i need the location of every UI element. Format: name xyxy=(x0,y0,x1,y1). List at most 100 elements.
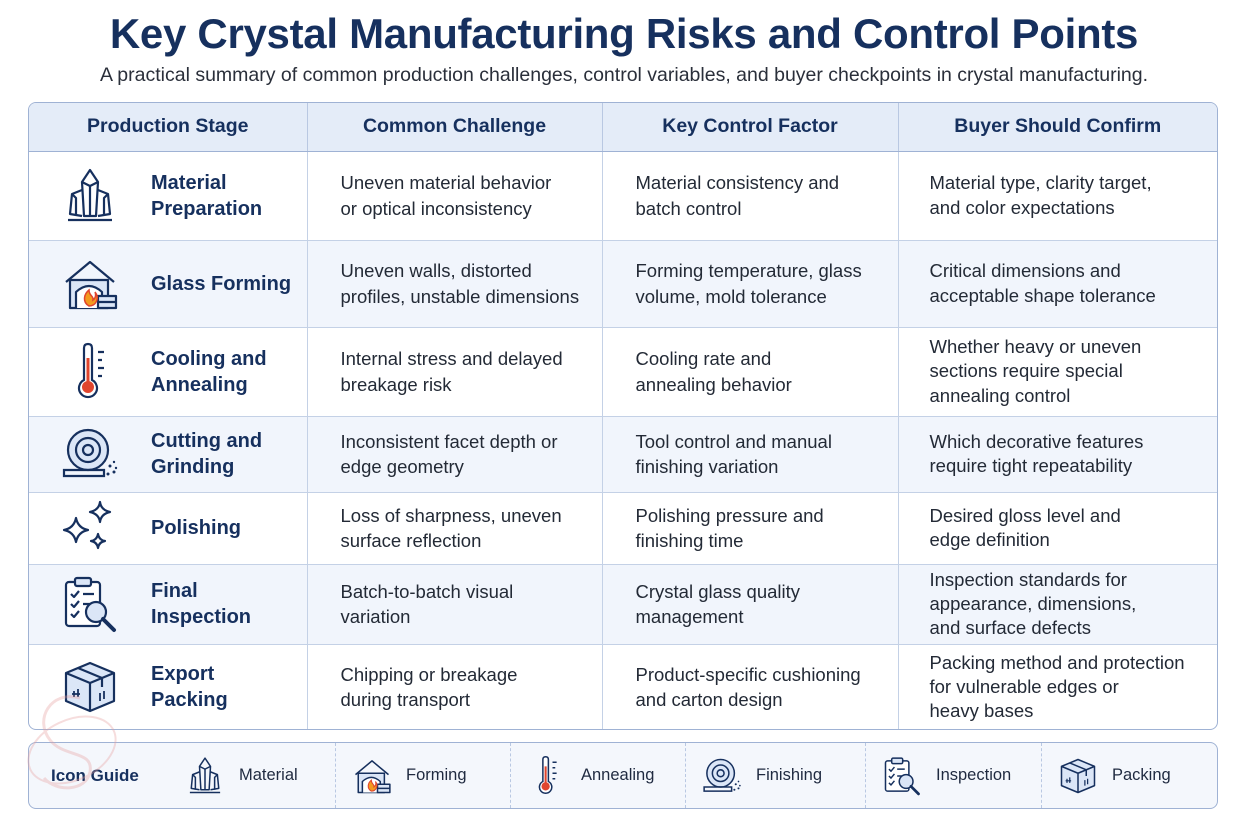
crystal-icon xyxy=(189,756,221,793)
confirm-cell: Critical dimensions and acceptable shape … xyxy=(898,240,1217,328)
stage-label-line: Final xyxy=(151,580,198,602)
confirm-line: edge definition xyxy=(929,529,1050,550)
control-line: finishing variation xyxy=(635,456,779,477)
stage-icon-wrap xyxy=(29,652,151,722)
stage-label: Cutting and Grinding xyxy=(151,428,262,480)
challenge-line: edge geometry xyxy=(340,456,464,477)
confirm-line: and surface defects xyxy=(929,617,1091,639)
page-subtitle: A practical summary of common production… xyxy=(99,64,1149,86)
icon-guide-label: Packing xyxy=(1112,766,1171,784)
stage-cell: Glass Forming xyxy=(29,240,308,328)
risk-table: Production Stage Common Challenge Key Co… xyxy=(29,103,1217,729)
stage-icon-wrap xyxy=(29,569,151,639)
stage-label-line: Preparation xyxy=(151,197,263,220)
control-line: Product-specific cushioning xyxy=(635,664,861,686)
challenge-cell: Uneven walls, distorted profiles, unstabl… xyxy=(307,240,603,328)
stage-cell: Final Inspection xyxy=(29,564,308,645)
challenge-line: Inconsistent facet depth or xyxy=(340,430,558,452)
confirm-line: heavy bases xyxy=(929,700,1034,722)
confirm-line: appearance, dimensions, xyxy=(929,592,1137,614)
icon-guide-item: Forming xyxy=(335,743,510,808)
confirm-line: require tight repeatability xyxy=(929,455,1133,476)
confirm-line: Material type, clarity target, xyxy=(929,172,1152,194)
table-row: Final Inspection Batch-to-batch visual var… xyxy=(29,564,1217,645)
challenge-line: profiles, unstable dimensions xyxy=(340,285,580,307)
stage-cell: Polishing xyxy=(29,492,308,565)
table-row: Polishing Loss of sharpness, uneven surfa… xyxy=(29,492,1217,565)
control-cell: Crystal glass quality management xyxy=(602,564,899,645)
stage-label-line: Annealing xyxy=(151,373,248,396)
confirm-line: Whether heavy or uneven xyxy=(929,336,1142,358)
confirm-line: Critical dimensions and xyxy=(929,260,1121,282)
challenge-line: or optical inconsistency xyxy=(340,197,532,219)
stage-cell: Cutting and Grinding xyxy=(29,416,308,493)
table-row: Material Preparation Uneven material beha… xyxy=(29,151,1217,241)
challenge-line: Chipping or breakage xyxy=(340,664,518,686)
confirm-cell: Whether heavy or uneven sections require … xyxy=(898,327,1217,417)
stage-label-line: Cutting and xyxy=(151,430,263,452)
confirm-line: acceptable shape tolerance xyxy=(929,284,1156,306)
confirm-line: and color expectations xyxy=(929,196,1115,218)
control-line: Material consistency and xyxy=(635,172,840,194)
stage-cell: Material Preparation xyxy=(29,151,308,241)
thermometer-icon xyxy=(77,342,104,398)
icon-guide: Icon Guide Material Forming Annealing Fi… xyxy=(28,742,1218,809)
control-line: management xyxy=(635,606,744,627)
icon-guide-label: Finishing xyxy=(756,766,823,784)
stage-label-line: Material xyxy=(151,171,227,194)
control-cell: Forming temperature, glass volume, mold t… xyxy=(602,240,899,328)
challenge-line: during transport xyxy=(340,689,471,711)
control-line: Crystal glass quality xyxy=(635,580,801,602)
challenge-cell: Inconsistent facet depth or edge geometry xyxy=(307,416,603,493)
box-icon xyxy=(64,662,116,713)
control-line: batch control xyxy=(635,197,742,219)
control-line: annealing behavior xyxy=(635,373,792,395)
stage-label: Final Inspection xyxy=(151,578,251,630)
watermark-stamp xyxy=(27,695,117,790)
confirm-line: Packing method and protection xyxy=(929,652,1185,674)
control-line: volume, mold tolerance xyxy=(635,285,827,307)
challenge-line: Batch-to-batch visual xyxy=(340,580,514,602)
stage-cell: Cooling and Annealing xyxy=(29,327,308,417)
table-row: Glass Forming Uneven walls, distorted pro… xyxy=(29,240,1217,328)
icon-guide-label: Inspection xyxy=(936,766,1012,784)
stage-label-line: Export xyxy=(151,663,215,686)
clipboard-magnifier-icon xyxy=(884,756,920,795)
control-line: Polishing pressure and xyxy=(635,504,824,526)
control-cell: Material consistency and batch control xyxy=(602,151,899,241)
icon-guide-item: Inspection xyxy=(865,743,1041,808)
challenge-line: breakage risk xyxy=(340,373,452,395)
icon-guide-item: Finishing xyxy=(685,743,865,808)
confirm-cell: Packing method and protection for vulnera… xyxy=(898,644,1217,729)
stage-label: Polishing xyxy=(151,515,241,541)
confirm-line: sections require special xyxy=(929,360,1123,382)
challenge-cell: Batch-to-batch visual variation xyxy=(307,564,603,645)
challenge-line: variation xyxy=(340,606,411,627)
stage-label: Glass Forming xyxy=(151,271,291,297)
furnace-icon xyxy=(65,260,118,309)
control-line: finishing time xyxy=(635,530,744,551)
confirm-cell: Material type, clarity target, and color … xyxy=(898,151,1217,241)
icon-guide-label: Forming xyxy=(406,766,467,784)
confirm-cell: Desired gloss level and edge definition xyxy=(898,492,1217,565)
grinding-wheel-icon xyxy=(62,428,118,478)
control-line: Tool control and manual xyxy=(635,430,832,452)
crystal-icon xyxy=(68,168,112,221)
stage-icon-wrap xyxy=(29,249,151,319)
icon-guide-label: Annealing xyxy=(581,766,655,784)
challenge-cell: Loss of sharpness, uneven surface reflect… xyxy=(307,492,603,565)
challenge-line: surface reflection xyxy=(340,530,482,551)
stage-icon-wrap xyxy=(29,337,151,407)
stage-label-line: Grinding xyxy=(151,456,235,478)
thermometer-icon xyxy=(538,755,557,794)
stage-icon-wrap xyxy=(29,419,151,489)
header-production-stage: Production Stage xyxy=(29,103,308,152)
confirm-line: annealing control xyxy=(929,384,1071,406)
header-key-control-factor: Key Control Factor xyxy=(602,103,899,152)
control-cell: Polishing pressure and finishing time xyxy=(602,492,899,565)
stage-label: Material Preparation xyxy=(151,170,262,222)
stage-label: Cooling and Annealing xyxy=(151,346,267,398)
furnace-icon xyxy=(355,759,391,793)
challenge-line: Uneven material behavior xyxy=(340,172,552,194)
grinding-wheel-icon xyxy=(703,758,741,792)
